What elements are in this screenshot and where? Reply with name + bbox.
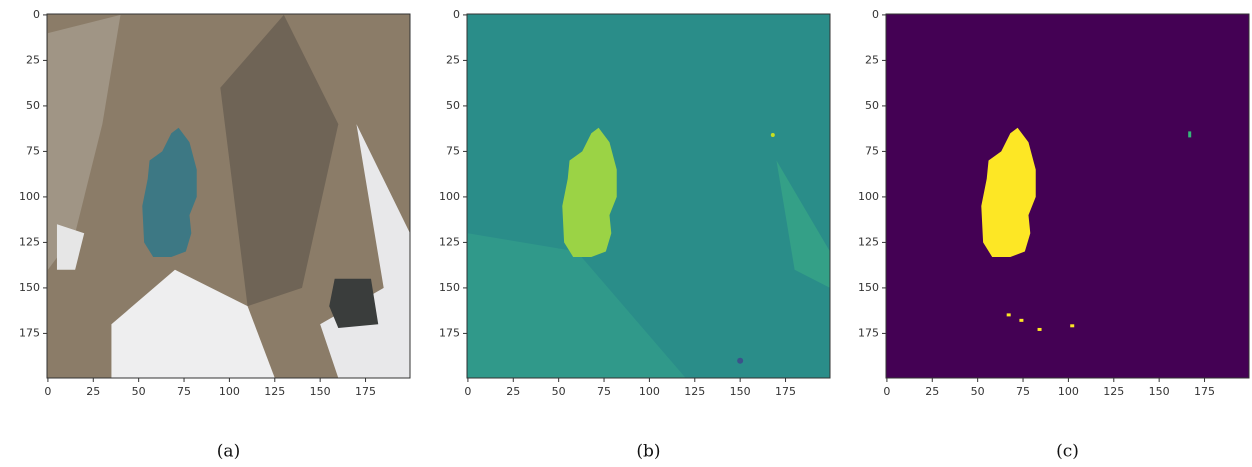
y-tick-label: 150 [19,281,40,294]
x-tick-label: 25 [925,385,939,398]
x-tick-label: 175 [355,385,376,398]
axes-frame [885,13,1250,379]
x-tick-label: 100 [219,385,240,398]
y-tick-label: 100 [19,190,40,203]
x-tick-label: 50 [132,385,146,398]
lake [981,127,1036,257]
y-tick-label: 75 [446,144,460,157]
y-tick-label: 50 [865,99,879,112]
y-tick-label: 25 [446,53,460,66]
spot [770,133,775,138]
caption: (b) [636,442,660,462]
x-tick-label: 25 [86,385,100,398]
y-tick-label: 25 [865,53,879,66]
y-tick-label: 0 [33,8,40,21]
caption: (c) [1056,442,1079,462]
y-tick-label: 175 [19,326,40,339]
spot [1188,131,1192,138]
dark-lake [329,278,379,328]
y-tick-label: 50 [446,99,460,112]
axes-frame [466,13,831,379]
x-tick-label: 125 [1103,385,1124,398]
spot [1037,327,1042,331]
x-tick-label: 75 [1016,385,1030,398]
x-tick-label: 25 [506,385,520,398]
x-tick-label: 50 [971,385,985,398]
x-tick-label: 150 [310,385,331,398]
image [886,14,1249,378]
x-tick-label: 100 [1058,385,1079,398]
patch [776,160,830,288]
patch [467,233,686,378]
snow [111,269,275,378]
y-tick-label: 100 [439,190,460,203]
ridge [220,14,339,307]
y-tick-label: 175 [858,326,879,339]
spot [1019,318,1024,322]
x-tick-label: 100 [639,385,660,398]
y-tick-label: 150 [858,281,879,294]
x-tick-label: 0 [883,385,890,398]
x-tick-label: 125 [684,385,705,398]
y-tick-label: 0 [453,8,460,21]
snow [56,224,85,270]
y-tick-label: 125 [439,235,460,248]
y-tick-label: 175 [439,326,460,339]
y-tick-label: 100 [858,190,879,203]
x-tick-label: 150 [1149,385,1170,398]
panel: 0 25 50 75 100 125 150 175 0 25 50 75 100 125 150 175 (c… [858,8,1250,462]
y-tick-label: 0 [872,8,879,21]
spot [737,357,744,364]
y-tick-label: 50 [26,99,40,112]
x-tick-label: 125 [264,385,285,398]
lake [562,127,617,257]
panel: 0 25 50 75 100 125 150 175 0 25 50 75 100 125 150 175 (b… [439,8,831,462]
y-tick-label: 75 [865,144,879,157]
spot [1006,313,1011,317]
image [467,14,830,378]
y-tick-label: 75 [26,144,40,157]
y-tick-label: 125 [858,235,879,248]
y-tick-label: 125 [19,235,40,248]
x-tick-label: 175 [775,385,796,398]
image [47,14,410,378]
lake [142,127,197,257]
caption: (a) [217,442,240,462]
y-tick-label: 150 [439,281,460,294]
axes-frame [46,13,411,379]
y-tick-label: 25 [26,53,40,66]
panel: 0 25 50 75 100 125 150 175 0 25 50 75 100 125 150 175 (a… [19,8,411,462]
spot [1070,324,1075,328]
field [886,14,1249,378]
x-tick-label: 0 [44,385,51,398]
x-tick-label: 175 [1194,385,1215,398]
ridge [47,14,121,270]
x-tick-label: 75 [597,385,611,398]
x-tick-label: 75 [177,385,191,398]
x-tick-label: 50 [552,385,566,398]
x-tick-label: 150 [730,385,751,398]
x-tick-label: 0 [464,385,471,398]
